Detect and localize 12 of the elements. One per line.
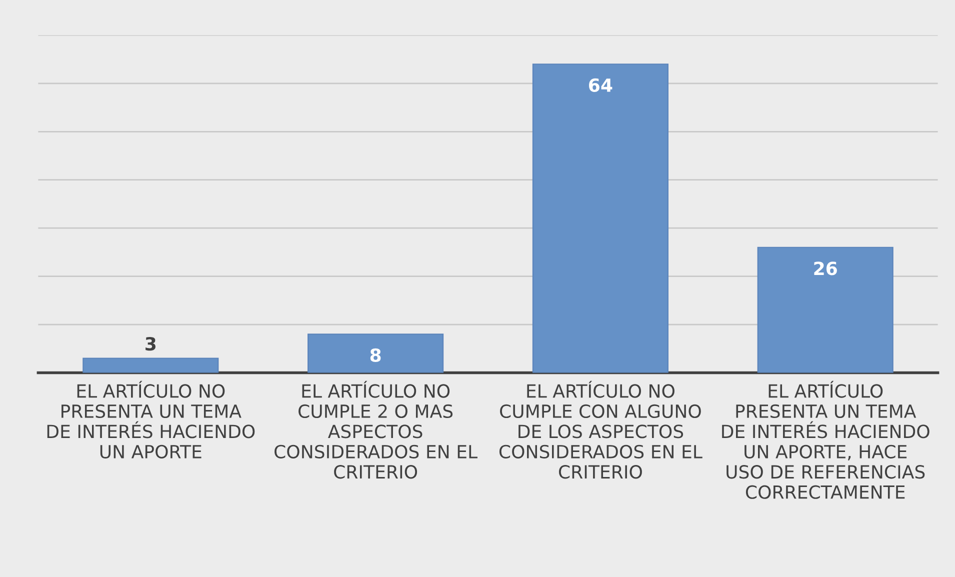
x-tick-label: EL ARTÍCULO NO CUMPLE CON ALGUNO DE LOS ASPECTOS CONSIDERADOS EN EL CRITERIO [499, 380, 702, 479]
data-label: 26 [814, 262, 837, 276]
x-tick-label: EL ARTÍCULO NO CUMPLE 2 O MAS ASPECTOS CONSIDERADOS EN EL CRITERIO [274, 380, 478, 479]
data-label: 8 [370, 348, 381, 362]
data-label: 64 [589, 78, 612, 92]
x-tick-label: EL ARTÍCULO NO PRESENTA UN TEMA DE INTERÉS HACIENDO UN APORTE [47, 380, 255, 458]
bar [308, 334, 444, 373]
bar [757, 246, 894, 373]
bar [82, 358, 219, 373]
data-label: 3 [146, 336, 156, 351]
bar [532, 64, 668, 373]
x-tick-label: EL ARTÍCULO PRESENTA UN TEMA DE INTERÉS HACIENDO UN APORTE, HACE USO DE REFERENCIAS CORRECTAMENTE [722, 380, 930, 499]
